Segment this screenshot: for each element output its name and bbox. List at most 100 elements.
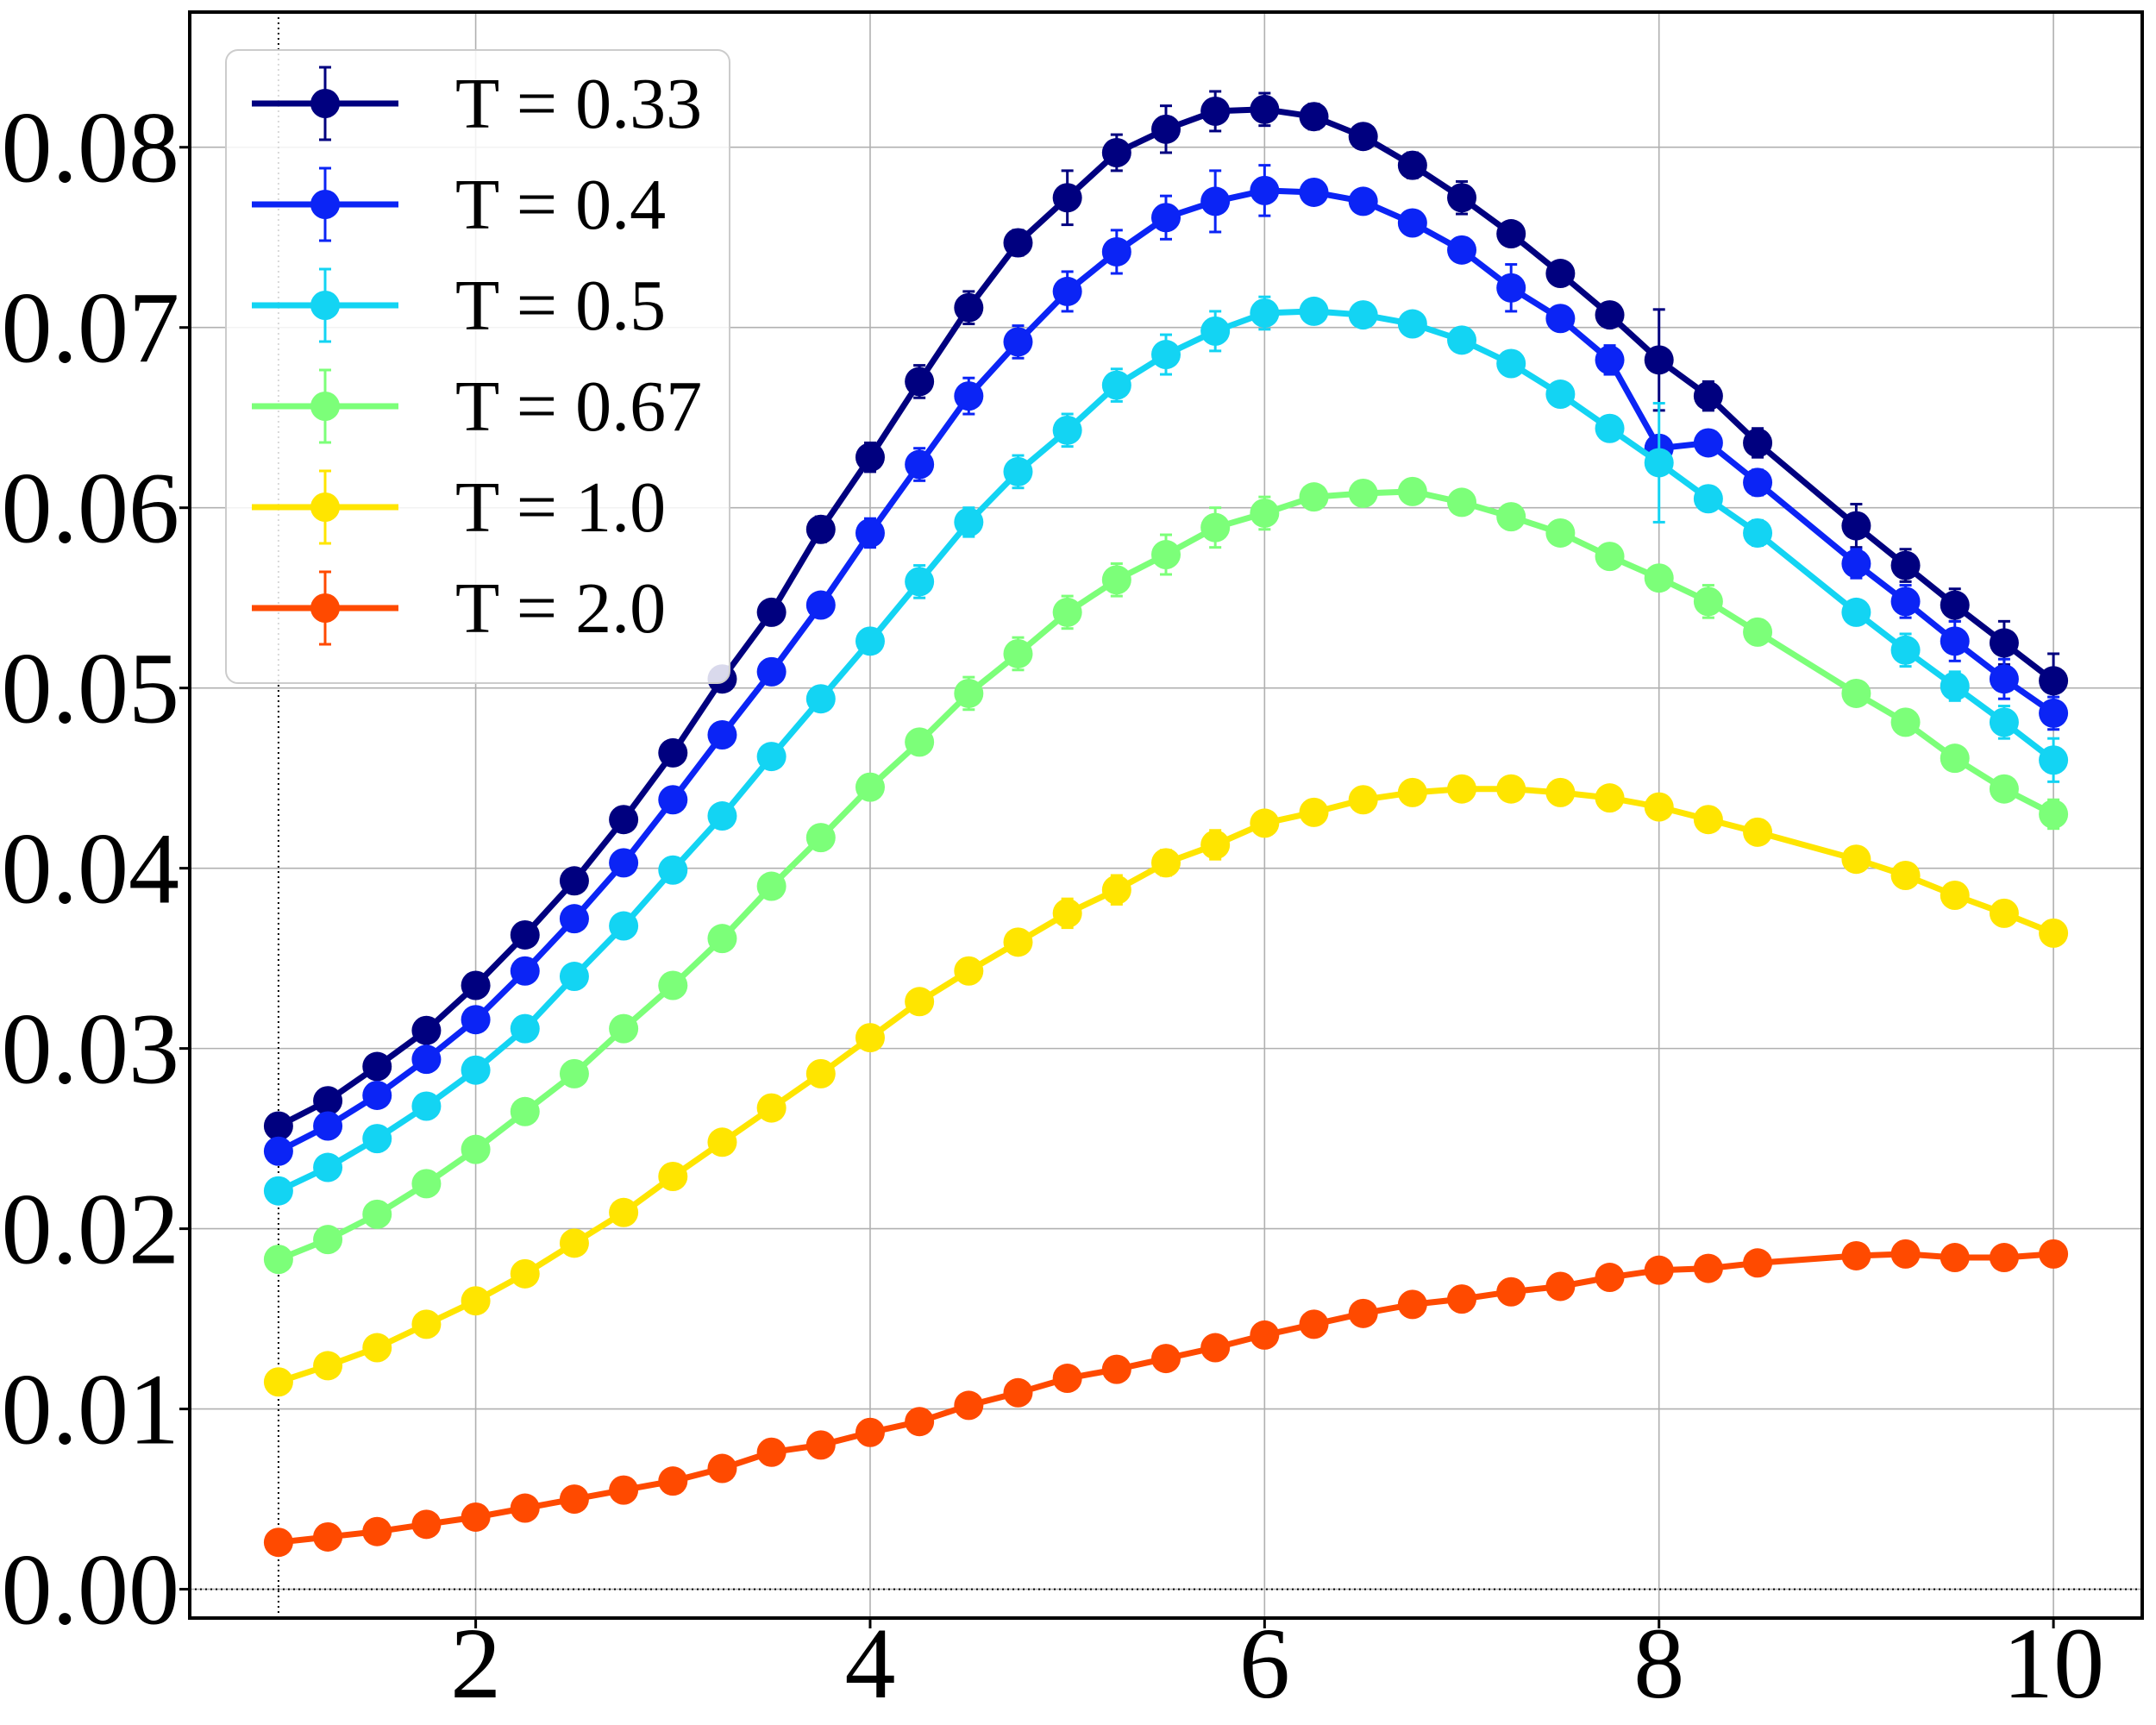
data-point xyxy=(1200,512,1231,543)
data-point xyxy=(1693,381,1723,411)
data-point xyxy=(658,785,688,815)
series-2 xyxy=(263,164,2069,1166)
data-point xyxy=(1052,898,1082,928)
data-point xyxy=(1890,586,1921,617)
legend-label: T = 0.5 xyxy=(455,266,666,346)
data-point xyxy=(313,1111,343,1141)
data-point xyxy=(263,1111,293,1141)
data-point xyxy=(1743,518,1773,548)
data-point xyxy=(1348,478,1378,508)
data-point xyxy=(1595,542,1625,572)
data-point xyxy=(805,514,836,544)
legend-label: T = 0.33 xyxy=(455,64,702,144)
data-point xyxy=(1693,586,1723,617)
data-point xyxy=(805,1058,836,1088)
data-point xyxy=(609,1013,639,1044)
data-point xyxy=(510,1493,540,1523)
data-point xyxy=(954,956,984,986)
data-point xyxy=(1447,325,1477,355)
data-point xyxy=(362,1333,392,1363)
data-point xyxy=(1743,428,1773,458)
data-point xyxy=(609,1197,639,1227)
data-point xyxy=(313,1225,343,1255)
data-point xyxy=(905,727,935,757)
data-point xyxy=(905,449,935,480)
data-point xyxy=(1545,259,1576,289)
data-point xyxy=(461,1055,491,1085)
data-point xyxy=(756,656,787,687)
data-point xyxy=(1003,456,1033,486)
series-layer xyxy=(263,90,2069,1558)
legend: T = 0.33 T = 0.4 T = 0.5 T = 0.67 T = 1.0 T =… xyxy=(225,49,730,684)
data-point xyxy=(461,1005,491,1035)
data-point xyxy=(905,367,935,397)
data-point xyxy=(805,823,836,853)
data-point xyxy=(756,597,787,627)
data-point xyxy=(1003,927,1033,957)
legend-marker xyxy=(310,392,340,421)
data-point xyxy=(855,626,885,656)
data-point xyxy=(1693,428,1723,458)
data-point xyxy=(313,1521,343,1552)
data-point xyxy=(658,855,688,885)
data-point xyxy=(2039,918,2069,948)
data-point xyxy=(1052,276,1082,306)
series-3 xyxy=(263,295,2069,1206)
data-point xyxy=(1743,617,1773,647)
data-point xyxy=(855,1023,885,1053)
data-point xyxy=(559,962,589,992)
data-point xyxy=(1348,300,1378,330)
data-point xyxy=(1693,484,1723,514)
plot-frame xyxy=(188,10,2144,1620)
data-point xyxy=(658,970,688,1000)
data-point xyxy=(1644,345,1674,375)
data-point xyxy=(313,1152,343,1182)
data-point xyxy=(1299,102,1329,132)
data-point xyxy=(313,1351,343,1381)
data-point xyxy=(1644,563,1674,593)
data-point xyxy=(1545,777,1576,807)
data-point xyxy=(1545,1271,1576,1302)
data-point xyxy=(1101,138,1131,168)
legend-label: T = 0.4 xyxy=(455,165,666,245)
data-point xyxy=(1250,175,1280,205)
data-point xyxy=(1200,830,1231,860)
data-point xyxy=(1101,370,1131,400)
data-point xyxy=(1052,415,1082,445)
data-point xyxy=(1644,792,1674,822)
series-6 xyxy=(263,1239,2069,1558)
data-point xyxy=(1940,1243,1970,1273)
data-point xyxy=(855,1417,885,1447)
data-point xyxy=(1890,635,1921,665)
data-point xyxy=(1496,219,1526,249)
data-point xyxy=(1299,296,1329,326)
x-tick-label: 10 xyxy=(2002,1607,2104,1720)
data-point xyxy=(510,919,540,950)
reference-lines xyxy=(190,12,2142,1618)
data-point xyxy=(1003,638,1033,668)
data-point xyxy=(461,970,491,1000)
data-point xyxy=(1299,1309,1329,1339)
data-point xyxy=(1940,880,1970,910)
data-point xyxy=(559,1484,589,1515)
data-point xyxy=(1348,122,1378,152)
data-point xyxy=(1003,228,1033,258)
y-tick-label: 0.08 xyxy=(2,91,180,204)
data-point xyxy=(1299,177,1329,207)
data-point xyxy=(1101,565,1131,595)
data-point xyxy=(1595,300,1625,330)
data-point xyxy=(954,292,984,323)
data-point xyxy=(954,678,984,708)
y-tick-label: 0.03 xyxy=(2,993,180,1106)
data-point xyxy=(905,567,935,597)
data-point xyxy=(1101,236,1131,267)
data-point xyxy=(609,848,639,878)
data-point xyxy=(1496,1276,1526,1307)
data-point xyxy=(362,1051,392,1082)
data-point xyxy=(1496,273,1526,303)
data-point xyxy=(559,904,589,934)
data-point xyxy=(707,1127,737,1157)
data-point xyxy=(1052,1364,1082,1394)
data-point xyxy=(1496,348,1526,379)
